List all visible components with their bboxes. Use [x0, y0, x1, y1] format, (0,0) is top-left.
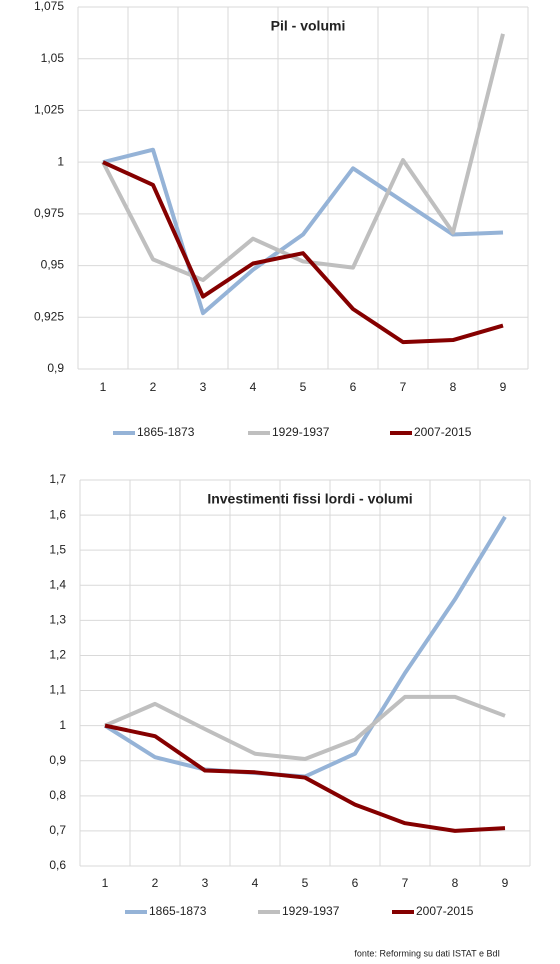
x-tick-label: 3 [200, 380, 207, 394]
x-tick-label: 4 [252, 876, 259, 890]
y-tick-label: 1,3 [49, 613, 66, 627]
x-tick-label: 9 [500, 380, 507, 394]
y-tick-label: 1,4 [49, 577, 66, 591]
y-tick-label: 0,9 [49, 753, 66, 767]
legend-label: 1865-1873 [149, 904, 207, 918]
x-tick-label: 1 [100, 380, 107, 394]
x-tick-label: 3 [202, 876, 209, 890]
y-tick-label: 0,7 [49, 823, 66, 837]
legend-label: 1865-1873 [137, 425, 195, 439]
chart-title: Investimenti fissi lordi - volumi [207, 491, 412, 507]
series-line [102, 147, 504, 316]
y-tick-label: 1,025 [34, 103, 64, 117]
x-tick-label: 2 [150, 380, 157, 394]
legend-label: 2007-2015 [414, 425, 472, 439]
series-line [103, 515, 507, 779]
y-tick-label: 1,05 [41, 51, 65, 65]
x-tick-label: 2 [152, 876, 159, 890]
y-tick-label: 0,9 [47, 361, 64, 375]
y-tick-label: 0,6 [49, 858, 66, 872]
y-tick-label: 1,075 [34, 0, 64, 13]
chart-title: Pil - volumi [271, 18, 346, 34]
x-tick-label: 9 [502, 876, 509, 890]
y-tick-label: 1,5 [49, 542, 66, 556]
y-tick-label: 1 [57, 154, 64, 168]
y-tick-label: 0,95 [41, 258, 65, 272]
x-tick-label: 4 [250, 380, 257, 394]
y-tick-label: 1,2 [49, 648, 66, 662]
y-tick-label: 1,7 [49, 472, 66, 486]
legend-label: 2007-2015 [416, 904, 474, 918]
series-line [101, 33, 505, 283]
x-tick-label: 5 [302, 876, 309, 890]
x-tick-label: 6 [350, 380, 357, 394]
y-tick-label: 1 [59, 718, 66, 732]
x-tick-label: 6 [352, 876, 359, 890]
y-tick-label: 0,975 [34, 206, 64, 220]
series-line [102, 160, 504, 345]
legend-label: 1929-1937 [282, 904, 340, 918]
series-line [104, 723, 506, 833]
x-tick-label: 8 [450, 380, 457, 394]
x-tick-label: 1 [102, 876, 109, 890]
x-tick-label: 8 [452, 876, 459, 890]
source-note: fonte: Reforming su dati ISTAT e BdI [354, 948, 500, 958]
y-tick-label: 0,925 [34, 309, 64, 323]
x-tick-label: 7 [400, 380, 407, 394]
y-tick-label: 0,8 [49, 788, 66, 802]
y-tick-label: 1,1 [49, 683, 66, 697]
y-tick-label: 1,6 [49, 507, 66, 521]
x-tick-label: 5 [300, 380, 307, 394]
legend-label: 1929-1937 [272, 425, 330, 439]
series-line [104, 694, 506, 761]
x-tick-label: 7 [402, 876, 409, 890]
